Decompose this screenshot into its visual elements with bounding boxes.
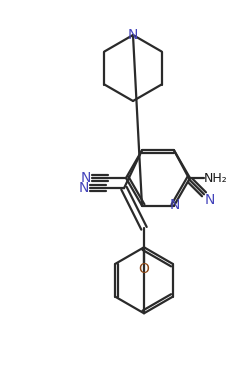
Text: N: N xyxy=(79,181,89,195)
Text: N: N xyxy=(81,171,91,185)
Text: N: N xyxy=(170,198,180,212)
Text: NH₂: NH₂ xyxy=(204,172,228,185)
Text: N: N xyxy=(205,193,215,207)
Text: O: O xyxy=(138,262,149,276)
Text: N: N xyxy=(128,28,138,42)
